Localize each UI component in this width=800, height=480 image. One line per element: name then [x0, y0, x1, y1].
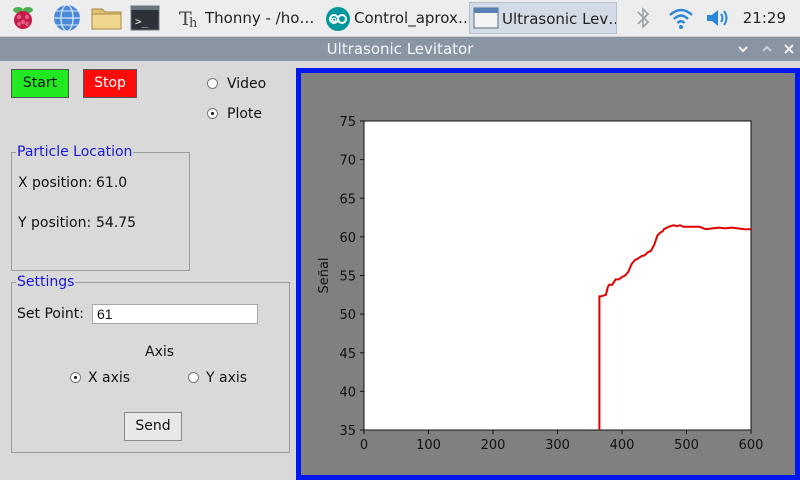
- taskbar: >_ T h Thonny - /ho… ∞ Control_aprox…: [0, 0, 800, 37]
- raspberry-menu-icon[interactable]: [8, 3, 38, 33]
- series-line: [598, 224, 751, 430]
- setpoint-label: Set Point:: [17, 306, 84, 322]
- x-position-label: X position:: [18, 175, 93, 191]
- y-tick-label: 75: [339, 115, 356, 130]
- radio-circle: [207, 78, 218, 89]
- x-position-value: 61.0: [96, 175, 128, 191]
- file-manager-icon[interactable]: [90, 3, 122, 33]
- y-position-label: Y position:: [18, 215, 92, 231]
- radio-circle: [70, 372, 81, 383]
- setpoint-input[interactable]: [92, 304, 258, 324]
- x-tick-label: 500: [674, 438, 699, 453]
- y-tick-label: 65: [339, 192, 356, 207]
- close-icon[interactable]: [780, 39, 798, 59]
- chevron-up-icon[interactable]: [758, 39, 776, 59]
- taskbar-task-arduino[interactable]: ∞ Control_aprox…: [322, 2, 467, 34]
- radio-label: Plote: [227, 106, 262, 122]
- start-button[interactable]: Start: [11, 69, 69, 98]
- svg-text:h: h: [189, 16, 198, 30]
- window-icon: [473, 6, 499, 33]
- particle-location-group: Particle Location: [11, 144, 190, 271]
- wifi-icon[interactable]: [667, 5, 695, 31]
- volume-icon[interactable]: [704, 5, 734, 31]
- x-axis: 0 100 200 300 400 500 600: [360, 430, 764, 453]
- chevron-down-icon[interactable]: [734, 39, 752, 59]
- plot-area: [363, 120, 752, 431]
- arduino-icon: ∞: [325, 6, 351, 34]
- thonny-icon: T h: [178, 6, 200, 34]
- signal-chart: 35 40 45 50 55 60 65 70 75 0 100 200 300 400 500 600 S…: [317, 115, 764, 453]
- y-tick-label: 35: [339, 424, 356, 439]
- y-position-value: 54.75: [96, 215, 137, 231]
- task-label: Control_aprox…: [354, 9, 467, 27]
- window-title: Ultrasonic Levitator: [326, 40, 474, 58]
- x-tick-label: 600: [739, 438, 764, 453]
- taskbar-task-thonny[interactable]: T h Thonny - /ho…: [173, 2, 321, 34]
- y-tick-label: 60: [339, 231, 356, 246]
- svg-text:T: T: [179, 8, 192, 30]
- terminal-icon[interactable]: >_: [130, 3, 160, 33]
- radio-label: Y axis: [206, 370, 248, 386]
- radio-circle: [188, 372, 199, 383]
- particle-location-title: Particle Location: [16, 144, 134, 160]
- y-tick-label: 45: [339, 347, 356, 362]
- stop-button[interactable]: Stop: [83, 69, 137, 98]
- y-tick-label: 50: [339, 308, 356, 323]
- radio-label: X axis: [88, 370, 131, 386]
- y-tick-label: 55: [339, 270, 356, 285]
- clock[interactable]: 21:29: [742, 9, 786, 27]
- y-axis-label: Señal: [317, 257, 332, 293]
- axis-label: Axis: [145, 344, 175, 360]
- y-tick-label: 40: [339, 385, 356, 400]
- x-tick-label: 0: [360, 438, 368, 453]
- task-label: Ultrasonic Lev…: [502, 10, 617, 28]
- bluetooth-icon[interactable]: [633, 5, 653, 31]
- y-axis: 35 40 45 50 55 60 65 70 75: [339, 115, 364, 439]
- x-tick-label: 100: [416, 438, 441, 453]
- y-tick-label: 70: [339, 154, 356, 169]
- web-browser-icon[interactable]: [52, 3, 82, 33]
- radio-label: Video: [227, 76, 267, 92]
- taskbar-task-ultrasonic[interactable]: Ultrasonic Lev…: [469, 2, 617, 34]
- settings-group: Settings: [11, 274, 290, 453]
- radio-circle: [207, 108, 218, 119]
- x-tick-label: 300: [545, 438, 570, 453]
- task-label: Thonny - /ho…: [205, 9, 315, 27]
- svg-text:>_: >_: [135, 15, 149, 28]
- settings-title: Settings: [16, 274, 76, 290]
- send-button[interactable]: Send: [124, 412, 182, 441]
- x-tick-label: 400: [610, 438, 635, 453]
- svg-text:∞: ∞: [328, 13, 337, 26]
- x-tick-label: 200: [481, 438, 506, 453]
- window-titlebar[interactable]: Ultrasonic Levitator: [0, 37, 800, 61]
